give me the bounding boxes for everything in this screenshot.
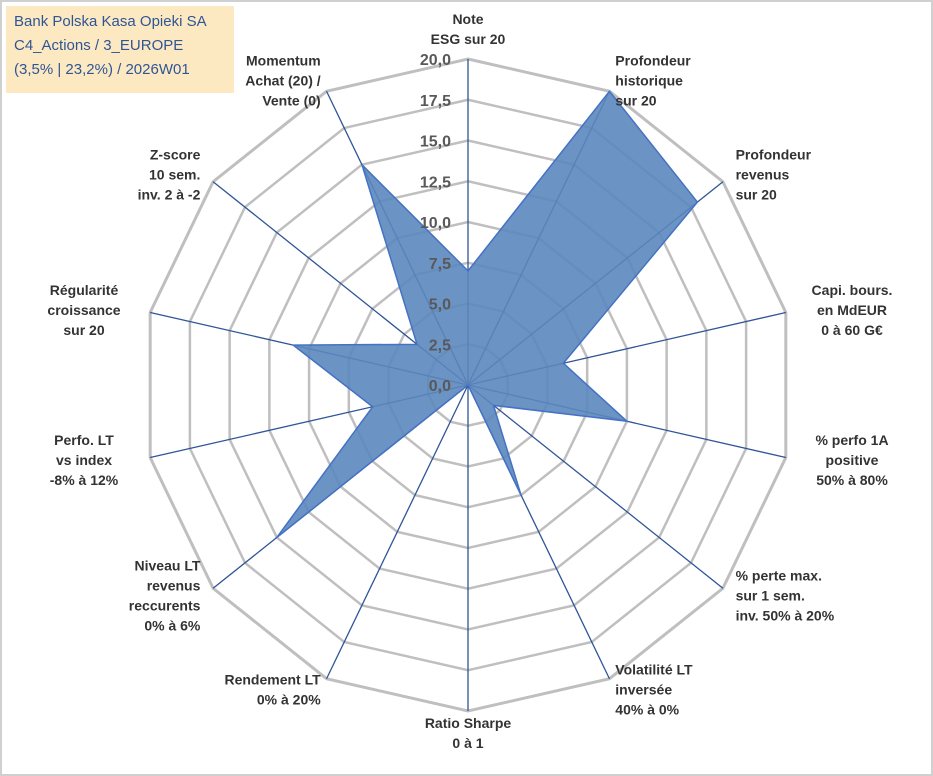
- tick-label: 15,0: [420, 134, 451, 151]
- tick-label: 12,5: [420, 174, 451, 191]
- tick-label: 5,0: [429, 297, 451, 314]
- category-label: Perfo. LT vs index -8% à 12%: [50, 432, 119, 488]
- tick-label: 0,0: [429, 378, 451, 395]
- category-label: Régularité croissance sur 20: [47, 282, 120, 338]
- category-label: Capi. bours. en MdEUR 0 à 60 G€: [812, 282, 893, 338]
- category-label: Z-score 10 sem. inv. 2 à -2: [138, 146, 201, 202]
- tick-label: 17,5: [420, 93, 451, 110]
- category-label: Rendement LT 0% à 20%: [224, 672, 321, 708]
- category-path: C4_Actions / 3_EUROPE: [14, 34, 226, 58]
- category-label: Note ESG sur 20: [431, 11, 506, 47]
- category-label: % perfo 1A positive 50% à 80%: [815, 432, 888, 488]
- tick-label: 10,0: [420, 215, 451, 232]
- category-label: Niveau LT revenus reccurents 0% à 6%: [129, 558, 201, 634]
- period-range: (3,5% | 23,2%) / 2026W01: [14, 58, 226, 82]
- category-label: Profondeur historique sur 20: [615, 53, 691, 109]
- radar-series-layer: [277, 91, 698, 537]
- tick-label: 20,0: [420, 52, 451, 69]
- info-box: Bank Polska Kasa Opieki SA C4_Actions / …: [6, 6, 234, 93]
- category-label: Ratio Sharpe 0 à 1: [425, 715, 512, 751]
- company-name: Bank Polska Kasa Opieki SA: [14, 10, 226, 34]
- tick-label: 7,5: [429, 256, 451, 273]
- category-label: % perte max. sur 1 sem. inv. 50% à 20%: [736, 568, 835, 624]
- category-label: Momentum Achat (20) / Vente (0): [245, 53, 321, 109]
- tick-label: 2,5: [429, 337, 451, 354]
- category-label: Volatilité LT inversée 40% à 0%: [615, 662, 693, 718]
- category-label: Profondeur revenus sur 20: [736, 146, 812, 202]
- series-area: [277, 91, 698, 537]
